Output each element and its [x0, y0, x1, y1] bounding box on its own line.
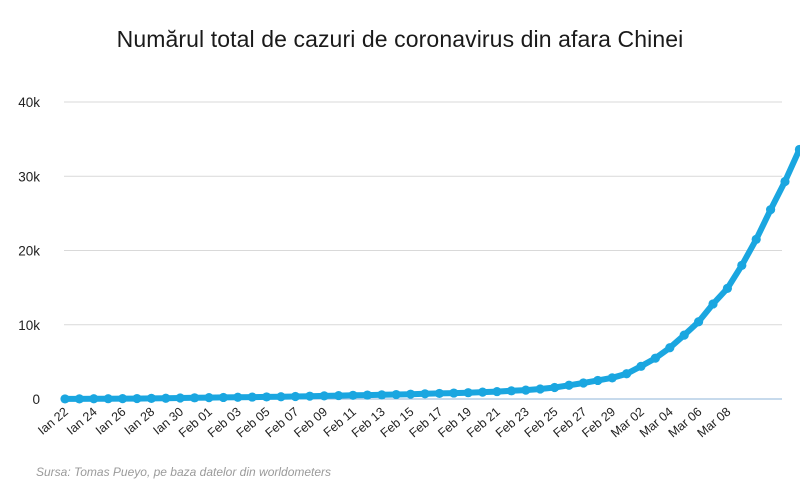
data-point — [722, 283, 733, 293]
data-point — [636, 361, 646, 371]
data-point — [434, 388, 444, 399]
data-point — [190, 393, 200, 403]
source-note: Sursa: Tomas Pueyo, pe baza datelor din … — [36, 465, 332, 479]
data-point — [420, 389, 430, 399]
data-point — [708, 299, 718, 309]
data-point — [506, 386, 516, 396]
x-tick-label: Ian 28 — [122, 405, 158, 438]
data-point — [276, 392, 286, 402]
data-point — [132, 393, 142, 404]
data-point — [521, 385, 531, 395]
data-point — [665, 343, 675, 353]
data-point — [377, 390, 387, 400]
x-tick-label: Feb 09 — [291, 405, 330, 441]
data-point — [262, 392, 272, 402]
data-point — [550, 382, 560, 393]
data-point — [60, 394, 70, 404]
data-point — [218, 392, 228, 403]
data-point — [362, 390, 372, 400]
data-point — [780, 176, 790, 187]
data-point — [766, 205, 776, 215]
data-point — [564, 380, 574, 390]
x-tick-label: Ian 26 — [93, 405, 129, 438]
data-point — [794, 144, 800, 155]
data-point — [74, 394, 84, 404]
data-point — [247, 392, 257, 402]
data-point — [175, 393, 185, 403]
data-point — [751, 234, 761, 244]
series-line — [62, 146, 800, 402]
data-point — [679, 330, 689, 340]
data-point — [449, 388, 459, 398]
series-total-cases — [60, 144, 800, 404]
data-point — [89, 394, 99, 404]
chart-title: Numărul total de cazuri de coronavirus d… — [116, 26, 684, 52]
data-point — [319, 391, 329, 401]
gridlines — [64, 101, 782, 400]
x-tick-label: Ian 22 — [35, 405, 71, 438]
data-point — [622, 369, 632, 379]
data-point — [463, 388, 473, 398]
y-axis: 0 10k 20k 30k 40k — [18, 95, 40, 407]
data-point — [737, 260, 747, 270]
y-tick-label: 10k — [18, 318, 40, 333]
data-point — [103, 394, 113, 404]
data-point — [334, 390, 344, 401]
data-point — [478, 387, 488, 397]
data-point — [694, 317, 704, 327]
data-point — [593, 375, 603, 386]
data-point — [348, 390, 358, 400]
data-point — [204, 392, 214, 403]
y-tick-label: 0 — [32, 392, 40, 407]
y-tick-label: 40k — [18, 95, 40, 110]
data-point — [146, 393, 156, 404]
data-point — [118, 394, 128, 404]
data-point — [161, 393, 171, 403]
x-tick-label: Mar 08 — [695, 405, 734, 441]
data-point — [535, 384, 545, 394]
data-point — [233, 392, 243, 402]
data-point — [391, 389, 401, 400]
x-tick-label: Ian 24 — [64, 405, 100, 438]
data-point — [578, 378, 589, 388]
data-point — [290, 391, 300, 402]
data-point — [607, 373, 617, 383]
data-point — [650, 353, 661, 363]
y-tick-label: 30k — [18, 169, 40, 184]
data-point — [305, 391, 315, 401]
data-point — [406, 389, 416, 399]
data-point — [492, 386, 502, 397]
y-tick-label: 20k — [18, 244, 40, 259]
